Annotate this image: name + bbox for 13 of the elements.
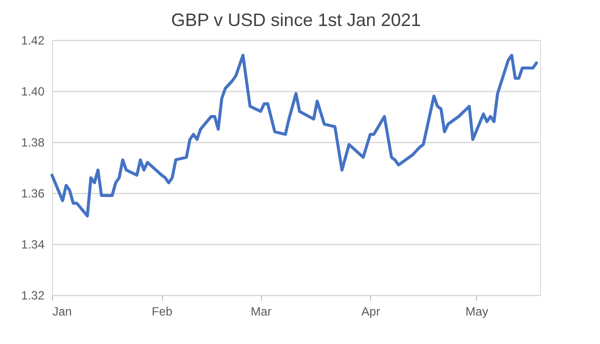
y-tick-label: 1.36 bbox=[21, 186, 45, 200]
y-tick-label: 1.42 bbox=[21, 34, 45, 48]
x-tick-label: May bbox=[466, 304, 488, 318]
y-tick-label: 1.40 bbox=[21, 84, 45, 98]
y-tick-label: 1.38 bbox=[21, 136, 45, 150]
line-series bbox=[50, 54, 538, 218]
x-tick-label: Jan bbox=[52, 304, 72, 318]
chart-title: GBP v USD since 1st Jan 2021 bbox=[171, 10, 421, 30]
x-tick-label: Mar bbox=[250, 304, 272, 318]
y-tick-label: 1.34 bbox=[21, 238, 45, 252]
x-tick-label: Feb bbox=[152, 304, 173, 318]
x-tick-label: Apr bbox=[361, 304, 380, 318]
y-tick-label: 1.32 bbox=[21, 288, 45, 302]
